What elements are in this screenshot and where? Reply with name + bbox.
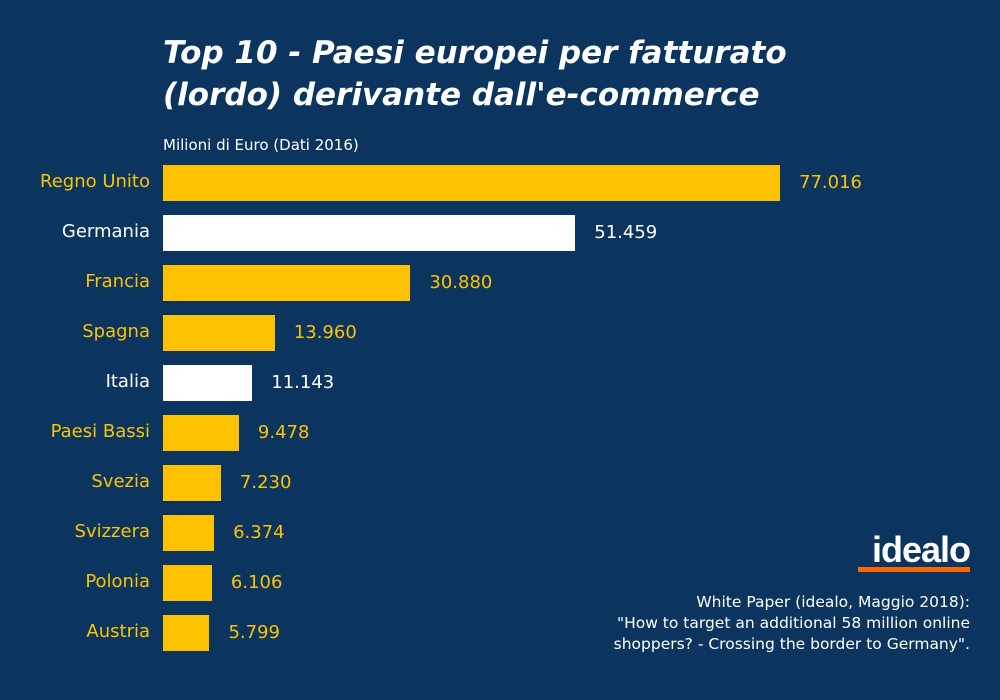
bar: [163, 465, 221, 501]
source-line: shoppers? - Crossing the border to Germa…: [613, 635, 970, 653]
category-label: Paesi Bassi: [50, 421, 150, 442]
category-label: Italia: [105, 371, 150, 392]
title-line-1: Top 10 - Paesi europei per fatturato: [163, 35, 787, 71]
logo-underline: [858, 567, 970, 572]
value-label: 7.230: [239, 472, 292, 493]
value-label: 6.106: [230, 572, 283, 593]
category-label: Austria: [86, 621, 150, 642]
bar: [163, 365, 253, 401]
value-label: 13.960: [293, 322, 357, 343]
source-line: White Paper (idealo, Maggio 2018):: [696, 593, 970, 611]
category-label: Francia: [85, 271, 150, 292]
value-label: 77.016: [799, 172, 862, 193]
category-label: Regno Unito: [40, 171, 150, 192]
unit-label: Milioni di Euro (Dati 2016): [163, 136, 359, 154]
category-label: Polonia: [85, 571, 150, 592]
bar: [163, 415, 239, 451]
bar: [163, 265, 411, 301]
source-line: "How to target an additional 58 million …: [616, 614, 970, 632]
category-label: Svizzera: [74, 521, 150, 542]
bar: [163, 615, 210, 651]
value-label: 6.374: [233, 522, 285, 543]
bar: [163, 315, 275, 351]
value-label: 51.459: [594, 222, 658, 243]
category-label: Germania: [61, 221, 150, 242]
category-label: Spagna: [82, 321, 150, 342]
value-label: 5.799: [228, 622, 280, 643]
bar: [163, 165, 780, 201]
title-line-2: (lordo) derivante dall'e-commerce: [163, 77, 760, 113]
value-label: 30.880: [429, 272, 493, 293]
category-label: Svezia: [91, 471, 150, 492]
bar: [163, 515, 215, 551]
value-label: 9.478: [257, 422, 310, 443]
source-note: White Paper (idealo, Maggio 2018): "How …: [614, 592, 970, 655]
chart-title: Top 10 - Paesi europei per fatturato (lor…: [163, 32, 787, 116]
idealo-logo: idealo: [871, 529, 971, 570]
value-label: 11.143: [271, 372, 335, 393]
bar: [163, 565, 212, 601]
bar: [163, 215, 576, 251]
